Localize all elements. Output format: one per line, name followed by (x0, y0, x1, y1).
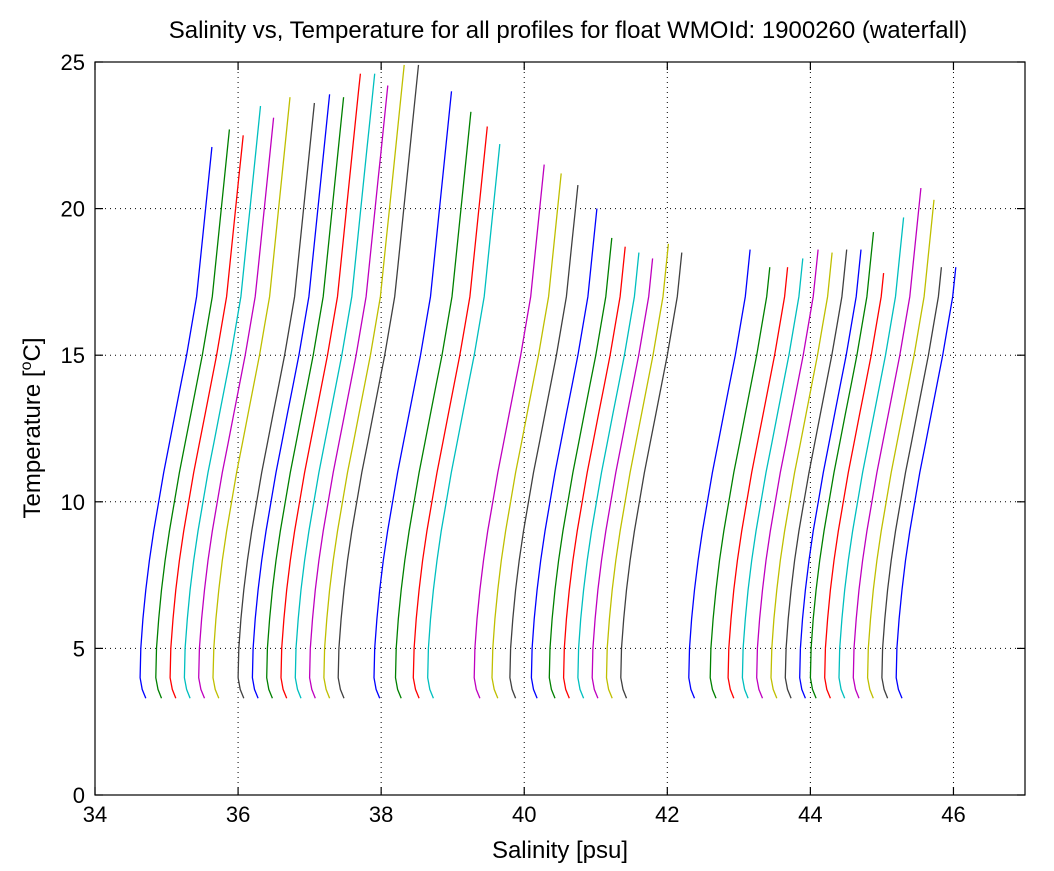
series-layer (139, 64, 957, 699)
profile-line (881, 267, 943, 699)
profile-line (562, 246, 626, 699)
profile-line (308, 85, 389, 699)
x-tick-label: 46 (941, 802, 965, 827)
profile-line (620, 252, 683, 699)
profile-line (155, 129, 231, 699)
profile-line (212, 97, 291, 699)
x-tick-label: 42 (655, 802, 679, 827)
profile-line (799, 249, 862, 699)
profile-line (605, 243, 670, 699)
profile-line (838, 217, 905, 699)
y-tick-label: 0 (73, 783, 85, 808)
profile-line (852, 188, 922, 699)
y-axis-label-superscript: o (18, 361, 35, 370)
y-tick-label: 15 (61, 343, 85, 368)
profile-line (294, 73, 376, 699)
profile-line (198, 117, 275, 699)
x-tick-label: 36 (226, 802, 250, 827)
profile-line (139, 146, 213, 699)
profile-line (727, 267, 789, 699)
profile-line (394, 111, 472, 699)
profile-line (183, 105, 262, 699)
profile-line (824, 273, 885, 699)
profile-line (756, 249, 819, 699)
profile-line (412, 126, 488, 699)
profile-line (323, 64, 405, 699)
x-tick-label: 40 (512, 802, 536, 827)
profile-line (280, 73, 362, 699)
x-tick-label: 34 (83, 802, 107, 827)
y-axis-label-end: C] (19, 338, 46, 362)
profile-line (266, 97, 345, 699)
profile-line (866, 199, 935, 699)
profile-line (169, 135, 244, 699)
profile-line (591, 258, 654, 699)
y-tick-label: 20 (61, 197, 85, 222)
profile-line (709, 267, 771, 699)
y-axis-label: Temperature [oC] (18, 338, 46, 519)
plot-frame (94, 61, 1026, 796)
chart-title: Salinity vs, Temperature for all profile… (169, 17, 968, 44)
profile-line (373, 91, 453, 699)
profile-line (809, 232, 875, 699)
profile-line (427, 144, 501, 699)
profile-line (473, 164, 545, 699)
profile-line (577, 252, 640, 699)
x-tick-label: 38 (369, 802, 393, 827)
profile-line (530, 208, 598, 699)
profile-line (688, 249, 751, 699)
profile-line (491, 173, 562, 699)
profile-line (895, 267, 957, 699)
y-tick-label: 10 (61, 490, 85, 515)
y-tick-label: 5 (73, 636, 85, 661)
profile-line (509, 185, 579, 699)
y-tick-label: 25 (61, 50, 85, 75)
y-axis-label-main: Temperature [ (19, 370, 46, 518)
profile-line (337, 64, 420, 699)
x-axis-label: Salinity [psu] (492, 837, 628, 864)
x-tick-label: 44 (798, 802, 822, 827)
profile-line (251, 94, 331, 699)
profile-line (237, 102, 316, 699)
tick-layer: 34 36 38 40 42 44 46 0 5 10 15 20 25 (61, 50, 1025, 827)
profile-line (741, 258, 804, 699)
profile-line (770, 252, 833, 699)
profile-line (784, 249, 848, 699)
profile-line (548, 237, 613, 699)
